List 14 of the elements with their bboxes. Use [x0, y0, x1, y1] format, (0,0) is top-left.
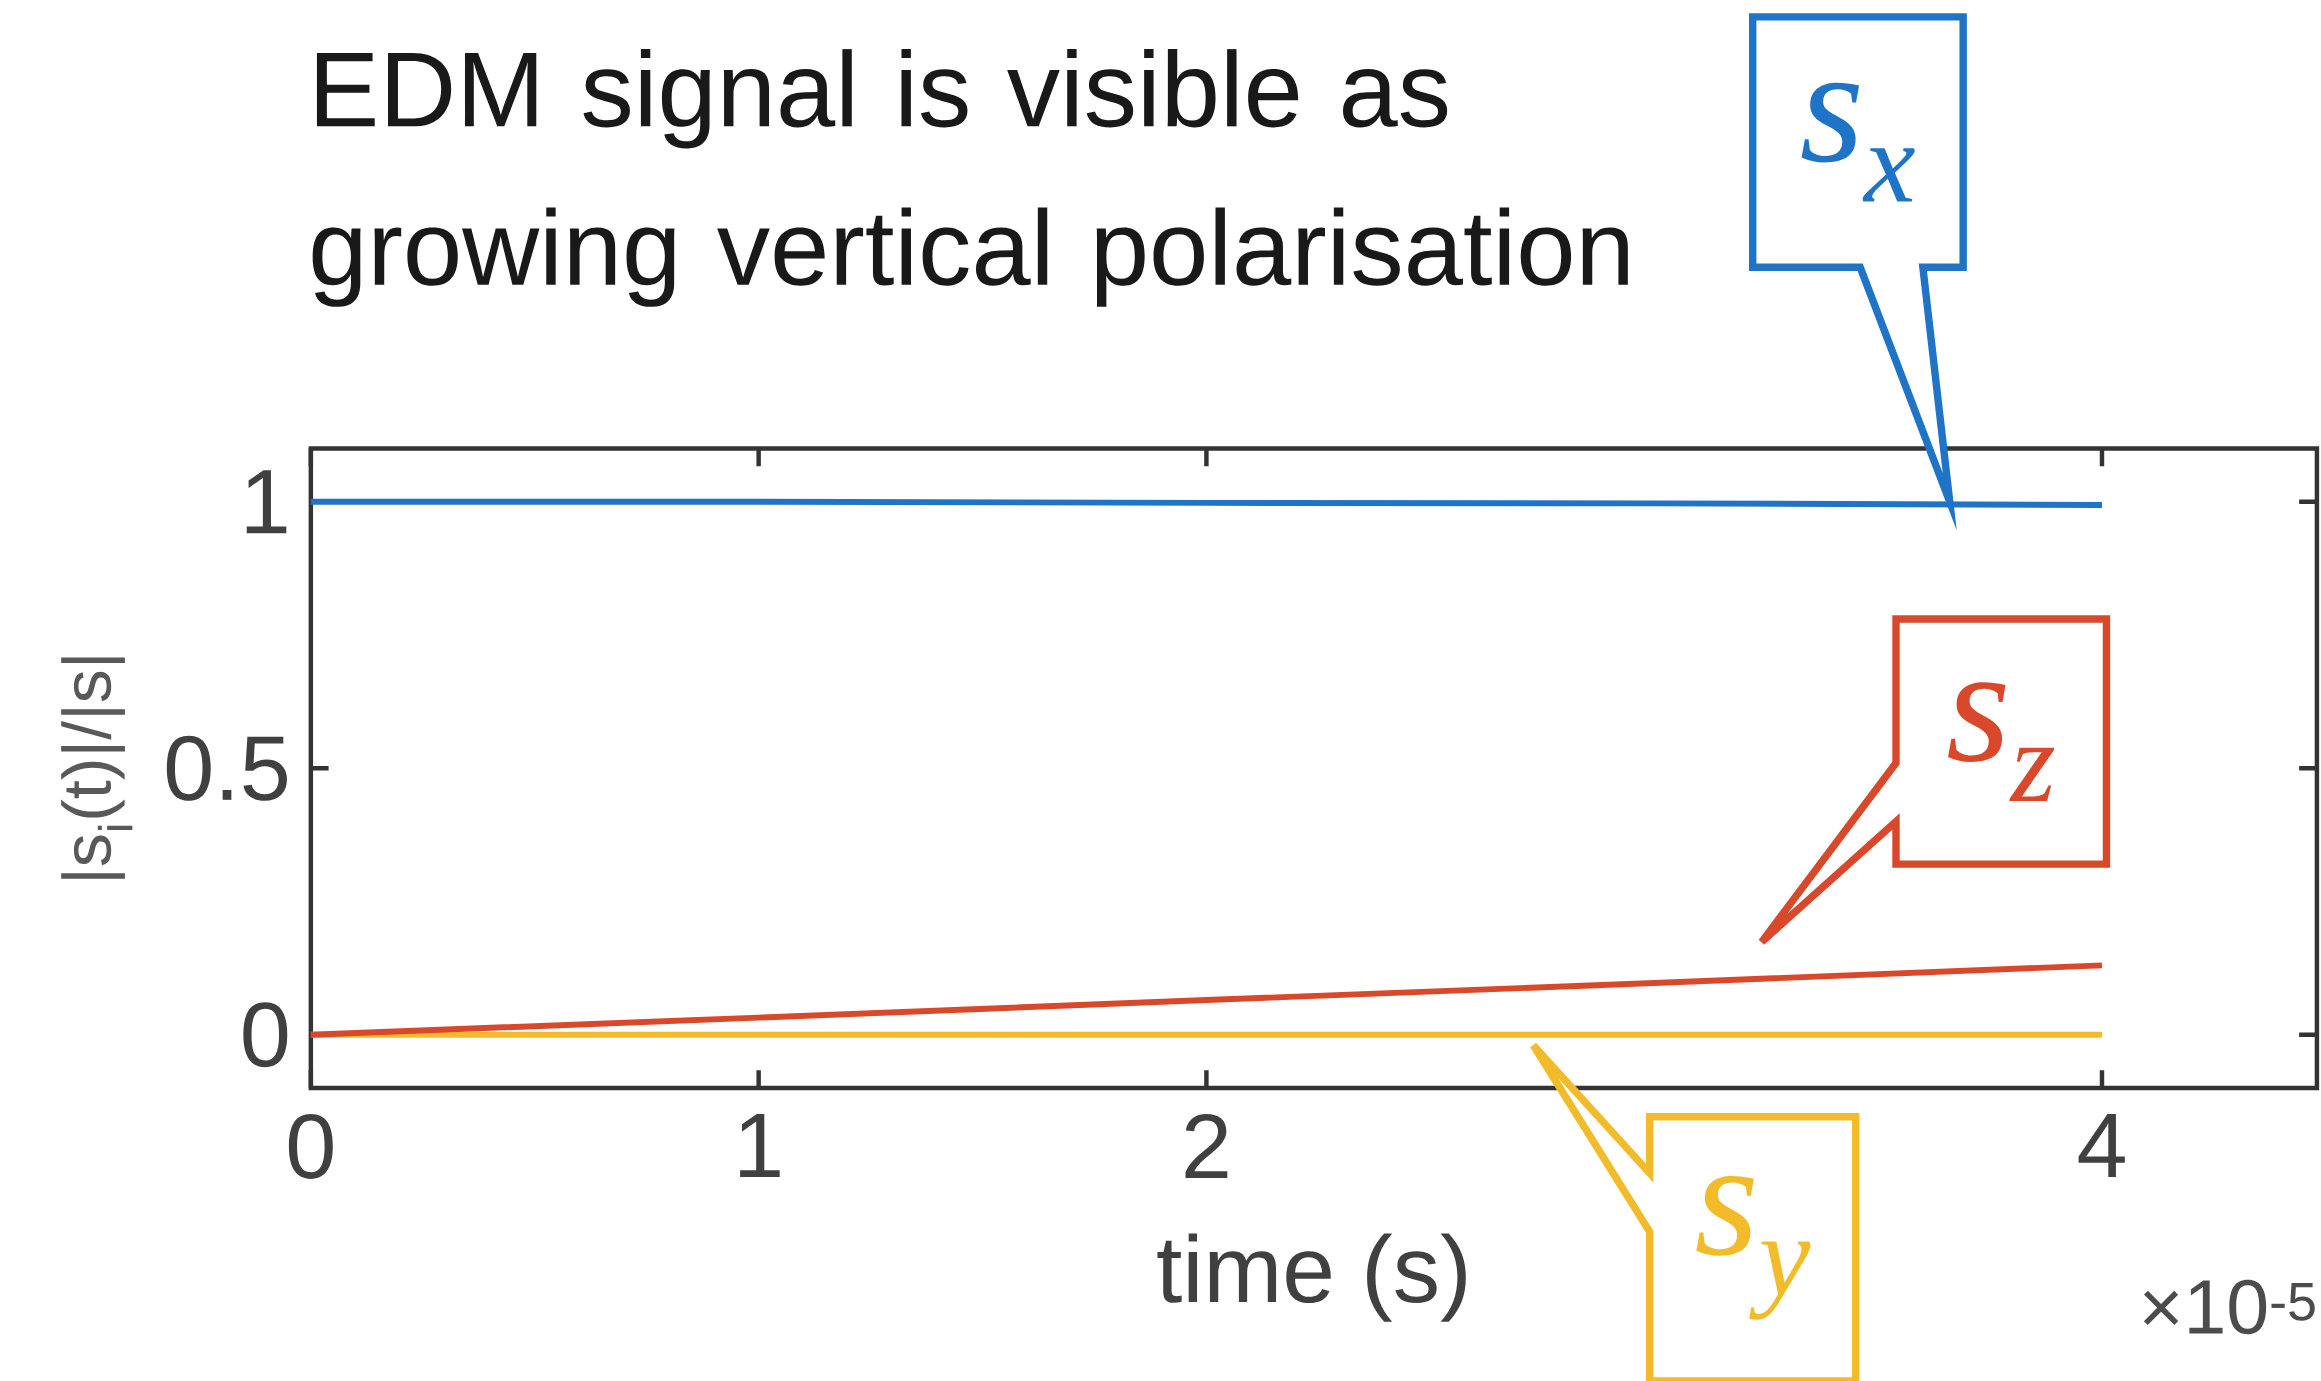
- series-label: s$_{x}$: [1801, 82, 1915, 202]
- y-tick-label: 1: [246, 470, 287, 534]
- y-tick-label: 0.5: [166, 735, 287, 801]
- x-tick-label: 1: [740, 1113, 780, 1178]
- text: ×10$^{-5}$: [2143, 1279, 2315, 1335]
- x-tick-label: 0: [288, 1113, 333, 1179]
- chart-title: EDM signal is visible as growing vertical polarisation: [312, 49, 1628, 307]
- series-label: s$_{y}$: [1696, 1175, 1811, 1320]
- x-tick-label: 2: [1185, 1113, 1228, 1178]
- x-tick-label: 4: [2078, 1113, 2125, 1178]
- y-tick-label: 0: [243, 1002, 288, 1068]
- y-axis-title: |s$_{i}$(t)|/|s|: [61, 657, 133, 879]
- series-label: s$_{z}$: [1948, 682, 2055, 801]
- x-axis-title: time (s): [1157, 1233, 1466, 1322]
